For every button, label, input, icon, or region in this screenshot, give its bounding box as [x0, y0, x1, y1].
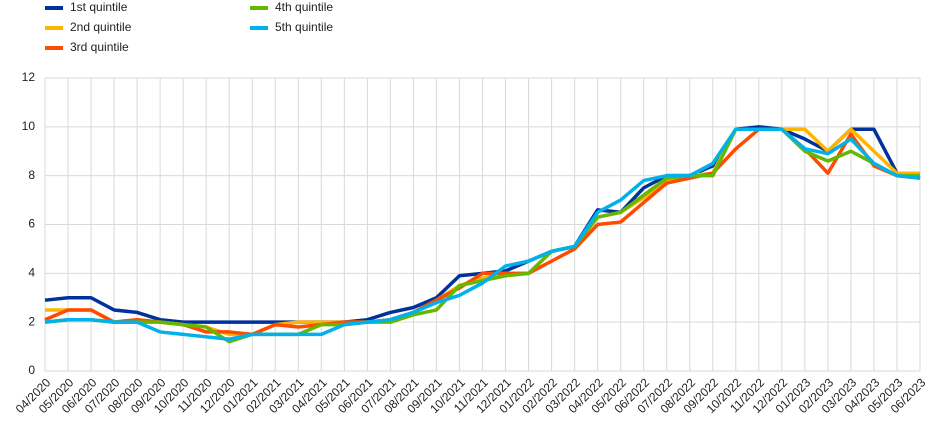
line-series: [44, 127, 921, 342]
legend-label: 2nd quintile: [70, 20, 132, 34]
y-tick-label: 0: [28, 363, 35, 377]
y-tick-label: 6: [28, 217, 35, 231]
legend-label: 1st quintile: [70, 0, 128, 14]
legend-label: 5th quintile: [275, 20, 333, 34]
legend-label: 4th quintile: [275, 0, 333, 14]
y-tick-label: 2: [28, 314, 35, 328]
y-tick-label: 10: [22, 119, 36, 133]
y-tick-label: 4: [28, 266, 35, 280]
y-tick-label: 8: [28, 168, 35, 182]
legend-label: 3rd quintile: [70, 40, 129, 54]
y-tick-label: 12: [22, 70, 36, 84]
